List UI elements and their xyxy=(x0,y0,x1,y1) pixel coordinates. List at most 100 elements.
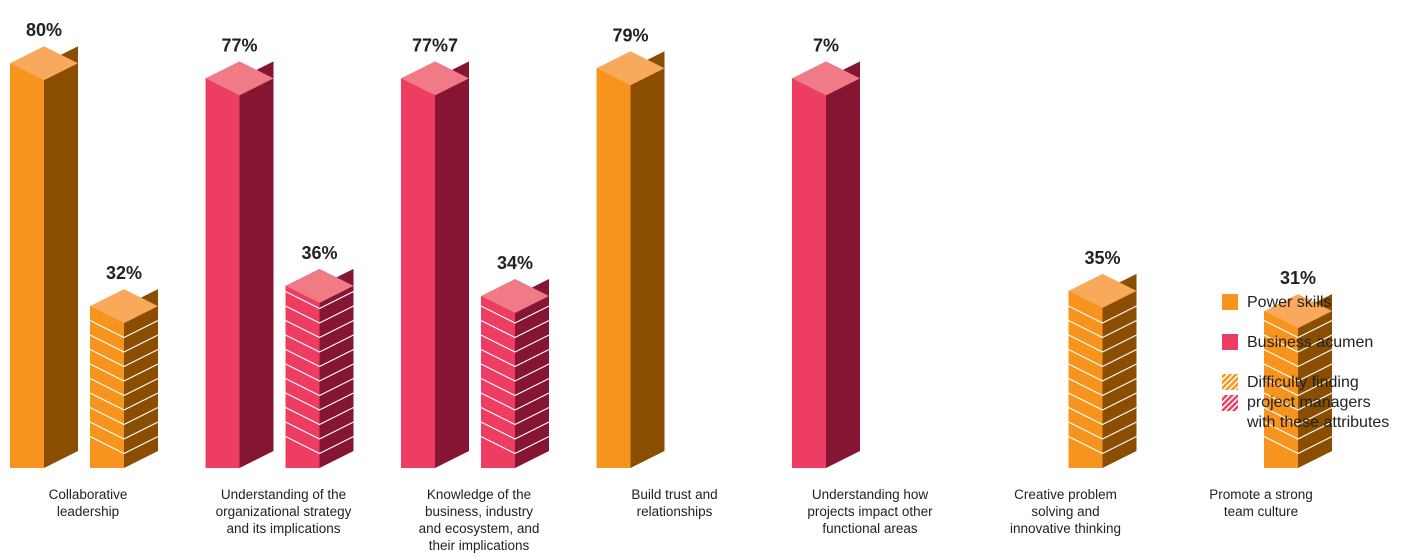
bar-front-cap xyxy=(90,306,124,324)
bar-side-face xyxy=(44,46,78,468)
bar-side-face xyxy=(1298,294,1332,468)
category-label-line: leadership xyxy=(57,504,119,519)
bar-front-face xyxy=(401,78,435,468)
legend-swatch-business xyxy=(1222,334,1238,350)
bar-stripe-line xyxy=(89,407,159,426)
bar-stripe-line xyxy=(480,349,550,368)
bar-stripe-line xyxy=(285,291,354,310)
category-label-line: relationships xyxy=(637,504,713,519)
category-label-3: Build trust and relationships xyxy=(631,487,717,519)
category-label-line: and its implications xyxy=(226,521,340,536)
bar-value-label: 77%7 xyxy=(412,35,458,55)
category-label-line: Understanding how xyxy=(812,487,929,502)
bar-stripe-line xyxy=(1263,363,1333,382)
bar-difficulty-6: 31% xyxy=(1263,268,1333,468)
bar-skill-0: 80% xyxy=(10,20,78,468)
bar-stripe-line xyxy=(89,349,159,368)
category-label-line: projects impact other xyxy=(807,504,933,519)
bar-front-cap xyxy=(1264,311,1298,329)
category-label-5: Creative problem solving and innovative th… xyxy=(1010,487,1121,536)
bar-value-label: 31% xyxy=(1280,268,1316,288)
bar-value-label: 34% xyxy=(497,253,533,273)
bar-difficulty-5: 35% xyxy=(1068,248,1137,468)
category-label-4: Understanding how projects impact other fu… xyxy=(807,487,933,536)
bar-stripe-line xyxy=(285,392,354,411)
bar-difficulty-2: 34% xyxy=(480,253,550,468)
bar-stripe-line xyxy=(480,436,550,455)
category-label-line: organizational strategy xyxy=(216,504,352,519)
bar-stripe-line xyxy=(480,305,550,324)
legend-label-line: project managers xyxy=(1247,394,1371,411)
bar-value-label: 79% xyxy=(612,25,648,45)
bar-front-face xyxy=(10,63,44,468)
bar-skill-2: 77%7 xyxy=(401,35,469,468)
bar-front-face xyxy=(596,68,631,468)
category-label-6: Promote a strong team culture xyxy=(1209,487,1313,519)
category-label-line: business, industry xyxy=(425,504,533,519)
bar-front-face xyxy=(285,285,320,468)
bar-stripe-line xyxy=(285,378,354,397)
bar-stripe-line xyxy=(480,407,550,426)
legend-swatch-difficulty-power xyxy=(1222,374,1238,390)
bar-stripe-line xyxy=(1263,392,1333,411)
bar-stripe-line xyxy=(1263,334,1333,353)
category-label-0: Collaborative leadership xyxy=(49,487,128,519)
legend-label-line: Difficulty finding xyxy=(1247,374,1359,391)
bar-stripe-line xyxy=(480,334,550,353)
bar-stripe-line xyxy=(89,363,159,382)
bar-front-cap xyxy=(481,295,515,313)
bar-stripe-line xyxy=(480,320,550,339)
bar-front-cap xyxy=(285,285,320,303)
bar-stripe-line xyxy=(89,436,159,455)
bar-stripe-line xyxy=(1068,334,1137,353)
bar-front-cap xyxy=(10,63,44,81)
bar-value-label: 7% xyxy=(813,35,839,55)
bar-stripe-line xyxy=(285,436,354,455)
legend-swatch-difficulty-business xyxy=(1222,395,1238,411)
bar-front-cap xyxy=(401,78,435,96)
bar-stripe-line xyxy=(480,378,550,397)
bar-front-face xyxy=(205,78,240,468)
bar-stripe-line xyxy=(1263,407,1333,426)
bar-value-label: 77% xyxy=(221,35,257,55)
category-label-2: Knowledge of the business, industry and ec… xyxy=(419,487,540,553)
bar-side-face xyxy=(435,61,469,468)
bar-stripe-line xyxy=(285,421,354,440)
bar-front-cap xyxy=(1068,290,1103,308)
bar-stripe-line xyxy=(89,334,159,353)
legend-label-power: Power skills xyxy=(1247,294,1331,311)
bar-stripe-line xyxy=(1263,421,1333,440)
bar-skill-1: 77% xyxy=(205,35,274,468)
category-label-line: Creative problem xyxy=(1014,487,1117,502)
category-label-line: Promote a strong xyxy=(1209,487,1313,502)
bar-stripe-line xyxy=(1068,349,1137,368)
bar-stripe-line xyxy=(89,421,159,440)
bar-stripe-line xyxy=(1068,436,1137,455)
bar-front-cap xyxy=(792,78,826,96)
bar-front-face xyxy=(1068,290,1103,468)
bar-stripe-line xyxy=(1068,305,1137,324)
bar-side-face xyxy=(826,61,860,468)
bar-difficulty-1: 36% xyxy=(285,243,354,468)
bar-stripe-line xyxy=(285,320,354,339)
bar-skill-3: 79% xyxy=(596,25,665,468)
category-label-line: innovative thinking xyxy=(1010,521,1121,536)
bar-stripe-line xyxy=(480,363,550,382)
category-label-line: and ecosystem, and xyxy=(419,521,540,536)
bar-skill-4: 7% xyxy=(792,35,860,468)
bar-stripe-line xyxy=(1068,407,1137,426)
category-label-1: Understanding of the organizational strat… xyxy=(216,487,352,536)
category-label-line: team culture xyxy=(1224,504,1298,519)
category-label-line: Knowledge of the xyxy=(427,487,531,502)
legend: Power skills Business acumen Difficulty fi… xyxy=(1222,294,1389,431)
legend-label-difficulty: Difficulty finding project managers with t… xyxy=(1246,374,1389,431)
bar-stripe-line xyxy=(480,421,550,440)
bar-value-label: 35% xyxy=(1084,248,1120,268)
bar-front-cap xyxy=(205,78,240,96)
bar-stripe-line xyxy=(1068,363,1137,382)
bar-stripe-line xyxy=(1263,349,1333,368)
legend-label-business: Business acumen xyxy=(1247,334,1373,351)
bar-stripe-line xyxy=(89,320,159,339)
